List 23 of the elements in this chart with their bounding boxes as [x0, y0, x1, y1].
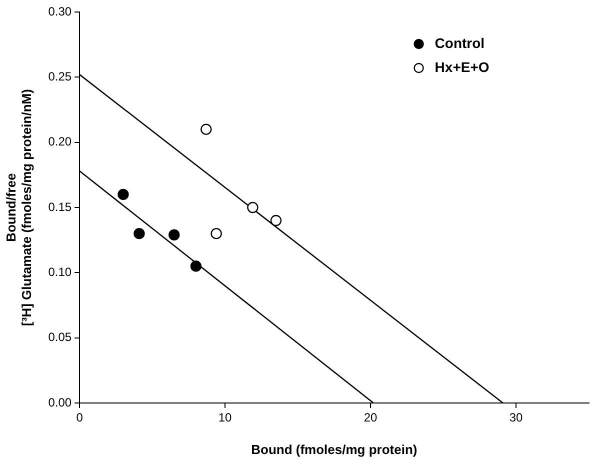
x-tick-label: 20: [364, 410, 378, 425]
legend-label: Hx+E+O: [434, 58, 490, 75]
point: [134, 228, 145, 240]
point: [200, 124, 212, 135]
point: [270, 214, 282, 226]
y-tick-label: 0.15: [48, 200, 72, 214]
y-tick-label: 0.25: [48, 69, 72, 84]
x-tick-label: 0: [76, 410, 84, 425]
x-axis-title: Bound (fmoles/mg protein): [251, 442, 418, 457]
y-tick-label: 0.20: [48, 134, 72, 149]
point: [190, 260, 202, 272]
x-tick-label: 10: [218, 410, 232, 425]
y-axis-title: Bound/free [³H] Glutamate (fmoles/mg protein/nM): [3, 89, 34, 326]
point: [118, 188, 129, 200]
y-tick-label: 0.00: [48, 395, 72, 410]
y-tick-label: 0.30: [48, 4, 72, 18]
x-tick-label: 30: [509, 410, 524, 425]
legend-label: Control: [434, 34, 485, 51]
y-tick-label: 0.10: [48, 264, 72, 279]
point: [168, 229, 180, 240]
point: [210, 228, 222, 240]
y-tick-label: 0.05: [48, 330, 72, 344]
point: [247, 202, 258, 214]
